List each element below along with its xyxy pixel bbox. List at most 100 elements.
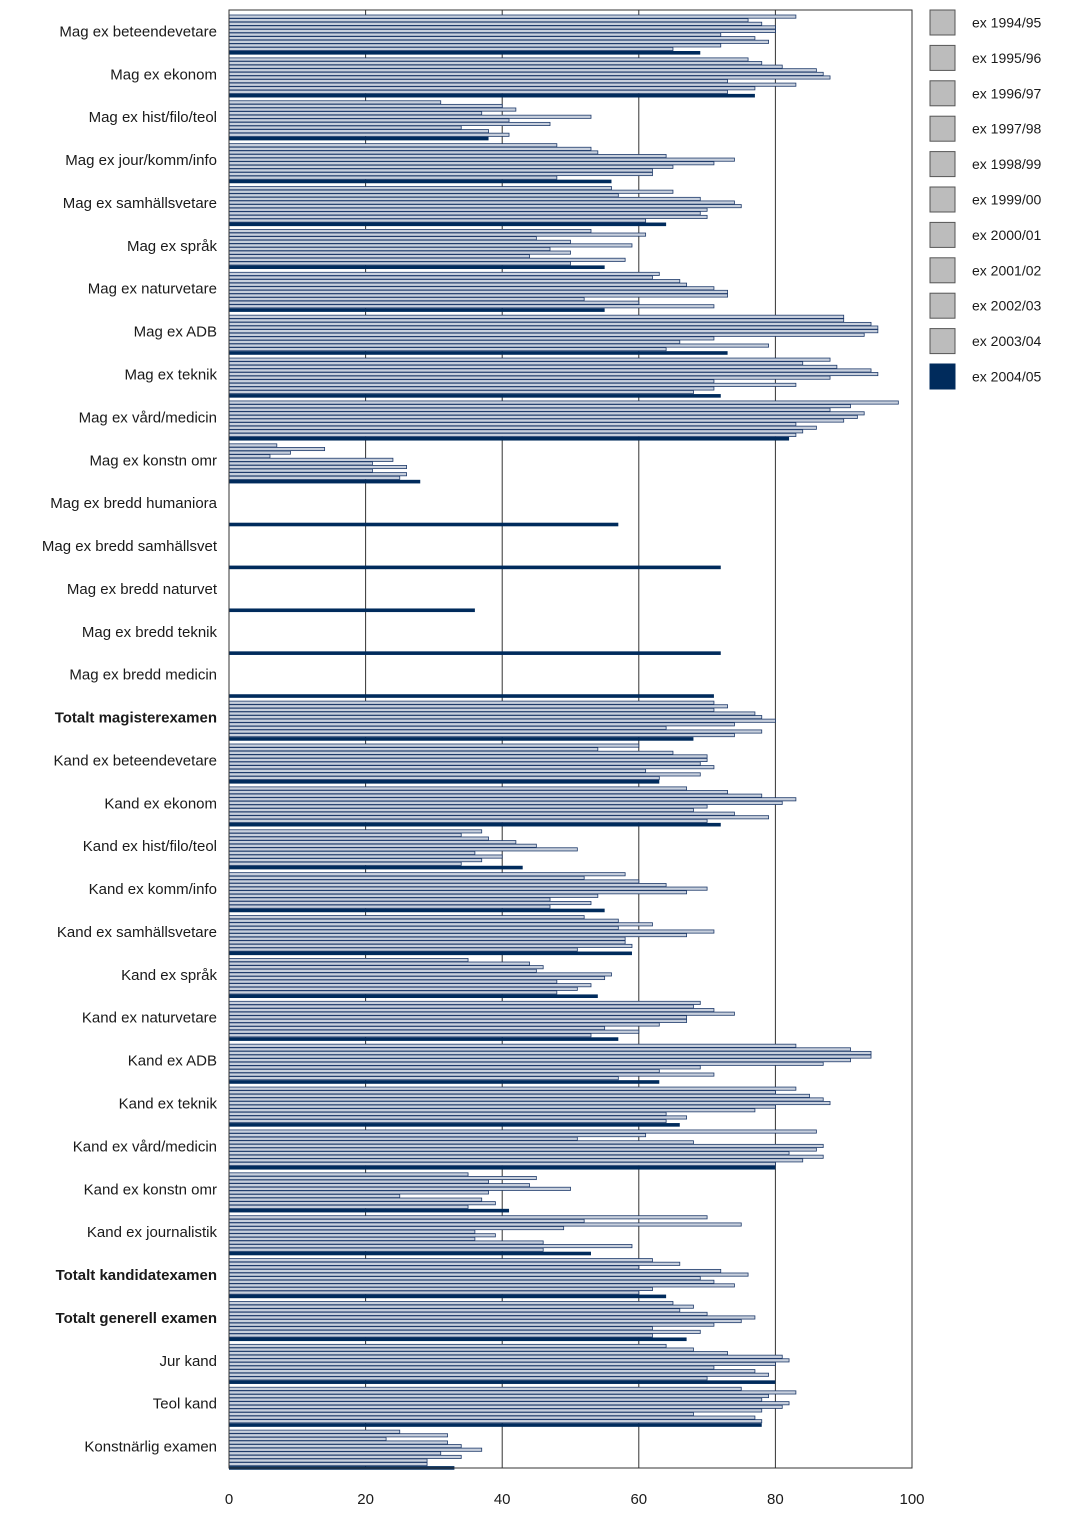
bar bbox=[228, 832, 462, 837]
bar bbox=[229, 908, 605, 913]
bar bbox=[228, 336, 715, 341]
bar bbox=[228, 86, 756, 91]
category-label: Kand ex journalistik bbox=[87, 1224, 218, 1241]
legend-item: ex 1994/95 bbox=[929, 9, 1041, 36]
bar bbox=[229, 994, 598, 999]
category-label: Mag ex bredd humaniora bbox=[50, 495, 217, 512]
bar bbox=[228, 28, 776, 33]
bar-group bbox=[228, 1258, 749, 1299]
legend-item: ex 2004/05 bbox=[929, 363, 1041, 390]
bar bbox=[228, 1050, 872, 1055]
bar bbox=[228, 1272, 749, 1277]
bar bbox=[228, 61, 763, 66]
bar bbox=[229, 822, 721, 827]
bar bbox=[228, 1301, 674, 1306]
category-label: Mag ex teknik bbox=[124, 367, 217, 384]
bar bbox=[228, 1004, 694, 1009]
bar-group bbox=[228, 271, 728, 312]
bar bbox=[228, 1265, 640, 1270]
bar bbox=[228, 700, 715, 705]
bar-group bbox=[228, 1386, 797, 1427]
bar bbox=[228, 836, 489, 841]
bar-group bbox=[228, 229, 647, 270]
bar bbox=[229, 951, 632, 956]
bar bbox=[228, 43, 722, 48]
category-label: Mag ex vård/medicin bbox=[79, 409, 217, 426]
bar bbox=[228, 21, 763, 26]
legend-swatch bbox=[929, 44, 956, 71]
bar bbox=[228, 1419, 763, 1424]
bar bbox=[228, 872, 626, 877]
bar bbox=[228, 1394, 769, 1399]
bar bbox=[228, 715, 763, 720]
bar bbox=[228, 1458, 428, 1463]
legend-item: ex 2003/04 bbox=[929, 328, 1041, 355]
bar bbox=[228, 829, 483, 834]
category-label: Totalt magisterexamen bbox=[55, 710, 217, 727]
bar bbox=[228, 1412, 694, 1417]
bar-group bbox=[228, 100, 592, 141]
bar bbox=[228, 107, 517, 112]
bar bbox=[228, 450, 291, 455]
bar bbox=[228, 1119, 667, 1124]
bar bbox=[228, 1447, 483, 1452]
bar bbox=[228, 929, 715, 934]
bar bbox=[228, 947, 578, 952]
category-labels: Mag ex beteendevetare Mag ex ekonom Mag ex… bbox=[42, 23, 218, 1455]
bar-group bbox=[228, 958, 612, 999]
bar-group bbox=[228, 1000, 735, 1041]
bar bbox=[228, 1140, 694, 1145]
category-label: Kand ex ekonom bbox=[104, 795, 217, 812]
bar bbox=[228, 1101, 831, 1106]
category-label: Kand ex samhällsvetare bbox=[57, 924, 217, 941]
category-label: Mag ex språk bbox=[127, 238, 218, 255]
bar bbox=[228, 883, 667, 888]
bar bbox=[229, 1337, 687, 1342]
bar bbox=[228, 1361, 776, 1366]
bar bbox=[228, 261, 571, 266]
bar bbox=[228, 858, 483, 863]
bar bbox=[228, 1290, 640, 1295]
bar bbox=[228, 1347, 694, 1352]
bar-group bbox=[228, 14, 797, 55]
bar-group bbox=[228, 1172, 571, 1213]
bar-group bbox=[229, 522, 619, 527]
bar bbox=[228, 733, 735, 738]
bar bbox=[228, 364, 838, 369]
bar-group bbox=[228, 400, 899, 441]
bar-group bbox=[228, 143, 735, 184]
bar bbox=[229, 179, 612, 184]
bar bbox=[228, 875, 585, 880]
bar bbox=[228, 432, 797, 437]
bar bbox=[228, 36, 756, 41]
bar bbox=[229, 694, 714, 698]
plot-border bbox=[228, 9, 913, 1469]
bar bbox=[228, 32, 722, 37]
bar bbox=[228, 1072, 715, 1077]
bar bbox=[228, 1315, 756, 1320]
bar bbox=[228, 1240, 544, 1245]
bar bbox=[228, 300, 640, 305]
bar-group bbox=[229, 565, 721, 570]
bar bbox=[228, 1322, 715, 1327]
bar bbox=[228, 1197, 483, 1202]
x-tick-label: 100 bbox=[899, 1491, 924, 1508]
bar bbox=[228, 725, 667, 730]
x-tick-label: 0 bbox=[225, 1491, 233, 1508]
bar bbox=[228, 68, 817, 73]
bar bbox=[228, 815, 769, 820]
bar bbox=[229, 436, 790, 441]
legend-item: ex 2002/03 bbox=[929, 292, 1041, 319]
bar bbox=[228, 790, 728, 795]
bar bbox=[229, 265, 605, 270]
bar bbox=[228, 472, 407, 477]
bar bbox=[228, 897, 551, 902]
bar bbox=[228, 968, 537, 973]
bar bbox=[228, 854, 503, 859]
bar bbox=[228, 1229, 476, 1234]
bar bbox=[228, 1454, 462, 1459]
bar bbox=[228, 1386, 742, 1391]
bar bbox=[228, 422, 797, 427]
bar bbox=[228, 808, 694, 813]
bar bbox=[228, 743, 640, 748]
